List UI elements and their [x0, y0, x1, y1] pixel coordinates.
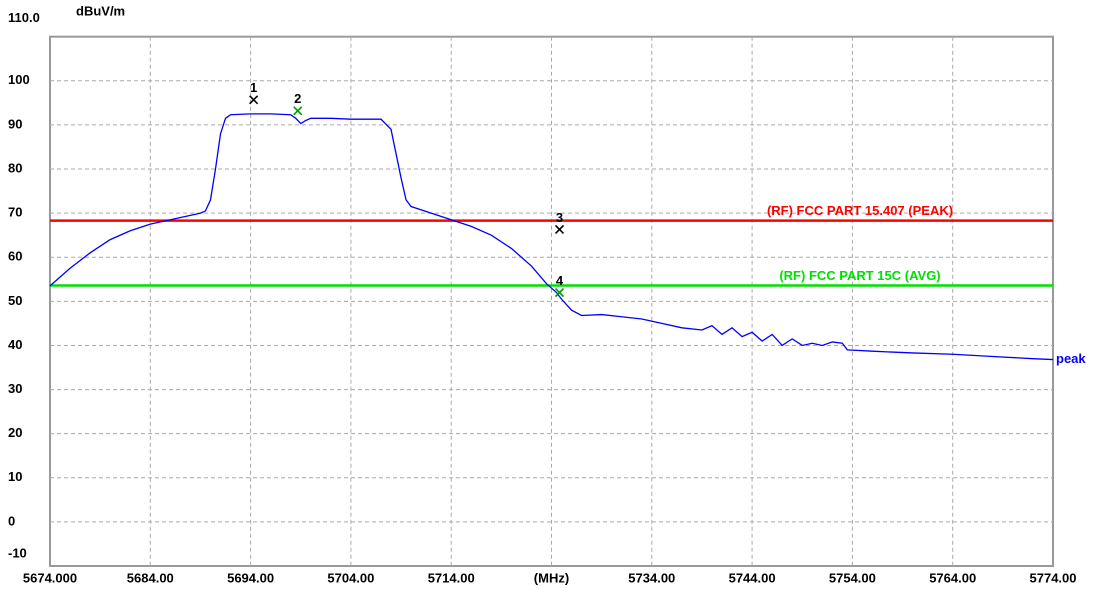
y-tick-label: 70	[8, 205, 22, 220]
x-tick-label: 5684.00	[127, 570, 174, 585]
y-tick-label: 0	[8, 513, 15, 528]
y-tick-label: 100	[8, 72, 30, 87]
series-label: peak	[1056, 351, 1086, 366]
x-tick-label: 5754.00	[829, 570, 876, 585]
marker	[293, 106, 303, 116]
x-tick-label: 5774.00	[1030, 570, 1077, 585]
x-tick-label: (MHz)	[534, 570, 569, 585]
y-tick-label: 50	[8, 293, 22, 308]
y-axis-label: dBuV/m	[76, 3, 125, 18]
x-tick-label: 5714.00	[428, 570, 475, 585]
y-tick-label: 80	[8, 160, 22, 175]
marker-label: 3	[556, 210, 563, 225]
y-tick-label: 10	[8, 469, 22, 484]
y-tick-label: 30	[8, 381, 22, 396]
marker-label: 2	[294, 91, 301, 106]
x-tick-label: 5704.00	[327, 570, 374, 585]
marker	[554, 224, 565, 235]
y-tick-label: -10	[8, 545, 27, 560]
trace-line	[49, 113, 1054, 361]
y-tick-label: 20	[8, 425, 22, 440]
y-tick-label: 40	[8, 337, 22, 352]
x-tick-label: 5764.00	[929, 570, 976, 585]
x-tick-label: 5744.00	[729, 570, 776, 585]
marker	[249, 95, 259, 105]
marker	[554, 287, 565, 298]
y-tick-label: 110.0	[8, 10, 40, 25]
x-tick-label: 5674.000	[23, 570, 77, 585]
x-tick-label: 5694.00	[227, 570, 274, 585]
y-tick-label: 60	[8, 249, 22, 264]
limit-label: (RF) FCC PART 15.407 (PEAK)	[767, 203, 953, 218]
marker-label: 4	[556, 273, 564, 288]
limit-label: (RF) FCC PART 15C (AVG)	[779, 268, 940, 283]
marker-label: 1	[250, 80, 257, 95]
y-tick-label: 90	[8, 116, 22, 131]
x-tick-label: 5734.00	[628, 570, 675, 585]
